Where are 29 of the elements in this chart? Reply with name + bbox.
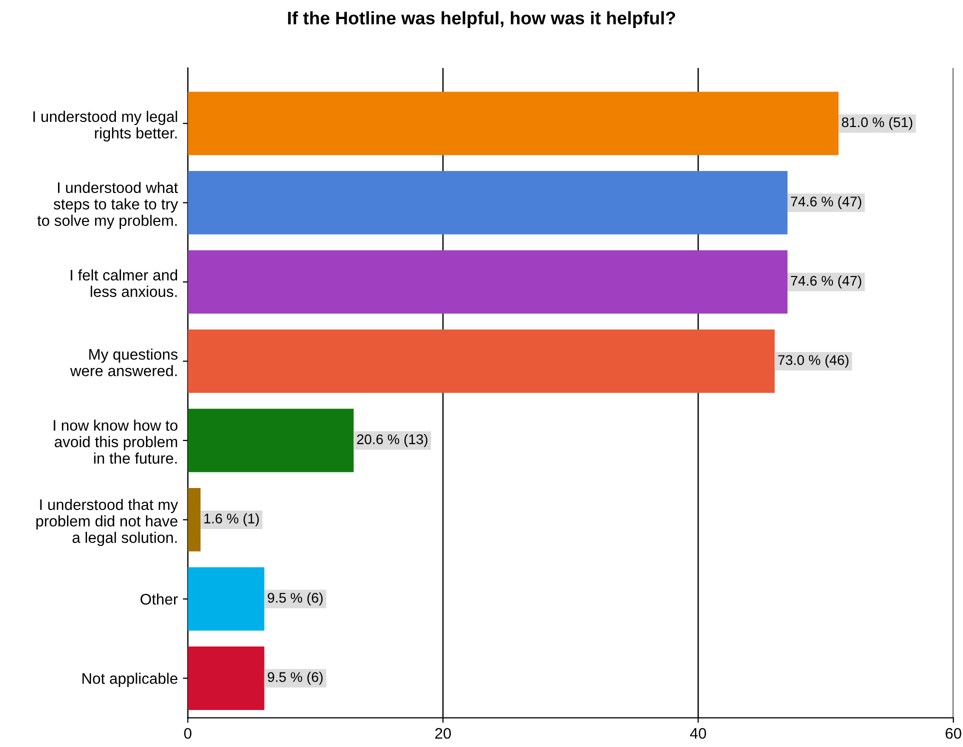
bar: [188, 567, 264, 631]
y-tick-label: Not applicable: [82, 672, 178, 687]
y-tick-label: My questions were answered.: [70, 348, 178, 376]
data-label: 20.6 % (13): [357, 434, 428, 447]
bar: [188, 488, 201, 552]
y-tick-label: I understood my legal rights better.: [33, 110, 178, 142]
data-label: 73.0 % (46): [778, 354, 848, 368]
x-tick-label: 0: [184, 728, 192, 739]
data-label: 9.5 % (6): [268, 672, 323, 685]
data-label: 81.0 % (51): [842, 116, 912, 130]
bar: [188, 330, 775, 393]
bar: [188, 408, 354, 472]
x-tick-label: 20: [435, 728, 451, 739]
y-tick-label: I now know how to avoid this problem in the future.: [54, 420, 178, 464]
bar: [188, 646, 264, 710]
y-tick-label: I understood that my problem did not have a legal solution.: [36, 498, 178, 546]
data-label: 74.6 % (47): [790, 196, 862, 210]
y-tick-label: I felt calmer and less anxious.: [70, 269, 178, 297]
x-tick-label: 40: [690, 728, 706, 739]
data-label: 9.5 % (6): [268, 592, 323, 606]
y-tick-label: Other: [140, 593, 178, 605]
chart-title: If the Hotline was helpful, how was it helpful?: [288, 11, 676, 28]
x-tick-label: 60: [946, 728, 962, 739]
y-tick-label: I understood what steps to take to try to solve my problem.: [37, 182, 178, 229]
data-label: 74.6 % (47): [790, 275, 862, 288]
data-label: 1.6 % (1): [204, 513, 259, 526]
bar: [188, 92, 839, 156]
bar: [188, 250, 788, 314]
bar: [188, 171, 788, 234]
